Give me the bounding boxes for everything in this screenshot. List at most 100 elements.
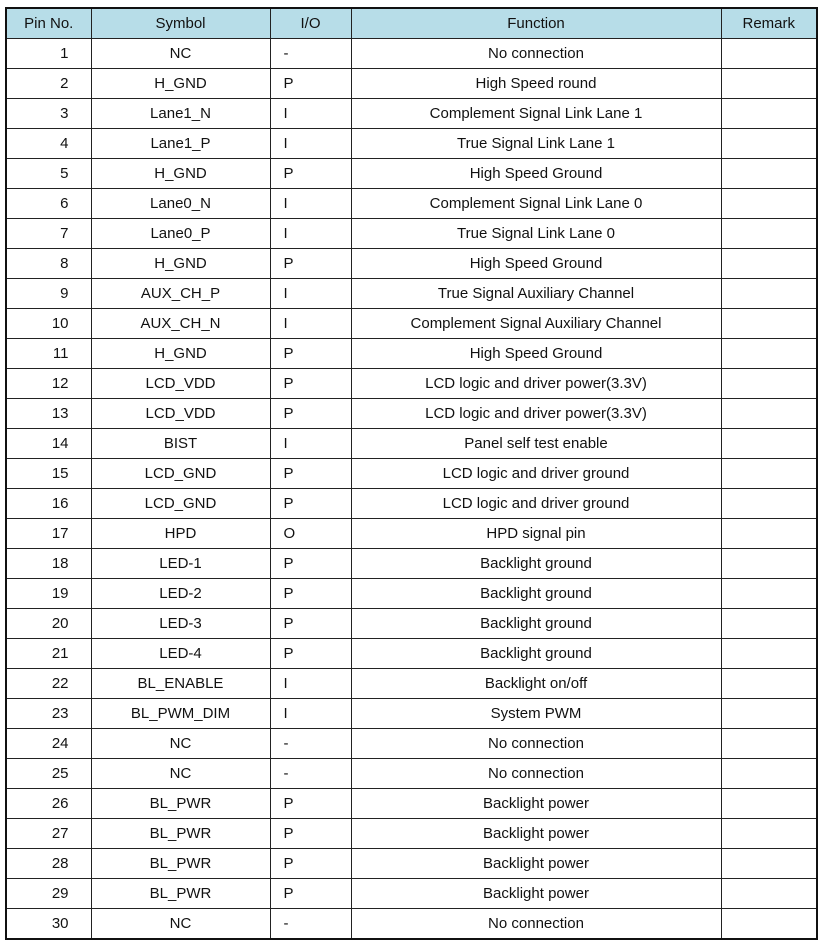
function-cell: HPD signal pin	[350, 518, 722, 549]
symbol-cell: LCD_VDD	[90, 368, 271, 399]
remark-cell	[720, 38, 818, 69]
pin-number-cell: 1	[5, 38, 92, 69]
remark-cell	[720, 188, 818, 219]
table-row: 17 HPD O HPD signal pin	[5, 518, 818, 549]
symbol-cell: BL_PWM_DIM	[90, 698, 271, 729]
function-cell: Backlight power	[350, 788, 722, 819]
remark-cell	[720, 458, 818, 489]
io-cell: P	[269, 878, 352, 909]
io-cell: -	[269, 728, 352, 759]
remark-cell	[720, 68, 818, 99]
io-cell: I	[269, 188, 352, 219]
symbol-cell: Lane0_N	[90, 188, 271, 219]
symbol-cell: BIST	[90, 428, 271, 459]
remark-cell	[720, 908, 818, 940]
header-io: I/O	[269, 7, 352, 39]
io-cell: I	[269, 98, 352, 129]
symbol-cell: AUX_CH_P	[90, 278, 271, 309]
symbol-cell: HPD	[90, 518, 271, 549]
remark-cell	[720, 488, 818, 519]
table-row: 14 BIST I Panel self test enable	[5, 428, 818, 459]
pin-number-cell: 7	[5, 218, 92, 249]
io-cell: -	[269, 908, 352, 940]
function-cell: Backlight ground	[350, 638, 722, 669]
remark-cell	[720, 668, 818, 699]
pin-number-cell: 30	[5, 908, 92, 940]
function-cell: Backlight on/off	[350, 668, 722, 699]
function-cell: Backlight power	[350, 818, 722, 849]
symbol-cell: H_GND	[90, 68, 271, 99]
function-cell: High Speed Ground	[350, 158, 722, 189]
table-row: 20 LED-3 P Backlight ground	[5, 608, 818, 639]
function-cell: LCD logic and driver ground	[350, 458, 722, 489]
remark-cell	[720, 818, 818, 849]
header-symbol: Symbol	[90, 7, 271, 39]
pin-number-cell: 12	[5, 368, 92, 399]
remark-cell	[720, 848, 818, 879]
table-row: 19 LED-2 P Backlight ground	[5, 578, 818, 609]
table-row: 6 Lane0_N I Complement Signal Link Lane 0	[5, 188, 818, 219]
function-cell: True Signal Auxiliary Channel	[350, 278, 722, 309]
io-cell: O	[269, 518, 352, 549]
table-row: 27 BL_PWR P Backlight power	[5, 818, 818, 849]
function-cell: Backlight power	[350, 878, 722, 909]
io-cell: -	[269, 758, 352, 789]
table-row: 2 H_GND P High Speed round	[5, 68, 818, 99]
symbol-cell: LED-1	[90, 548, 271, 579]
function-cell: Complement Signal Auxiliary Channel	[350, 308, 722, 339]
io-cell: P	[269, 608, 352, 639]
io-cell: I	[269, 278, 352, 309]
io-cell: P	[269, 368, 352, 399]
pin-number-cell: 6	[5, 188, 92, 219]
remark-cell	[720, 218, 818, 249]
symbol-cell: LCD_GND	[90, 458, 271, 489]
symbol-cell: NC	[90, 908, 271, 940]
table-row: 10 AUX_CH_N I Complement Signal Auxiliary C…	[5, 308, 818, 339]
table-row: 30 NC - No connection	[5, 908, 818, 940]
symbol-cell: H_GND	[90, 248, 271, 279]
symbol-cell: LED-3	[90, 608, 271, 639]
table-row: 28 BL_PWR P Backlight power	[5, 848, 818, 879]
table-row: 5 H_GND P High Speed Ground	[5, 158, 818, 189]
pin-number-cell: 8	[5, 248, 92, 279]
remark-cell	[720, 428, 818, 459]
pin-number-cell: 13	[5, 398, 92, 429]
function-cell: Complement Signal Link Lane 1	[350, 98, 722, 129]
function-cell: LCD logic and driver power(3.3V)	[350, 398, 722, 429]
remark-cell	[720, 278, 818, 309]
function-cell: True Signal Link Lane 0	[350, 218, 722, 249]
symbol-cell: BL_PWR	[90, 848, 271, 879]
table-header-row: Pin No. Symbol I/O Function Remark	[5, 7, 818, 39]
pin-number-cell: 25	[5, 758, 92, 789]
symbol-cell: BL_PWR	[90, 878, 271, 909]
function-cell: Backlight ground	[350, 548, 722, 579]
remark-cell	[720, 548, 818, 579]
remark-cell	[720, 608, 818, 639]
pin-number-cell: 18	[5, 548, 92, 579]
function-cell: Backlight ground	[350, 608, 722, 639]
table-row: 26 BL_PWR P Backlight power	[5, 788, 818, 819]
symbol-cell: Lane1_N	[90, 98, 271, 129]
io-cell: P	[269, 488, 352, 519]
header-pin-no: Pin No.	[5, 7, 92, 39]
table-row: 21 LED-4 P Backlight ground	[5, 638, 818, 669]
function-cell: LCD logic and driver ground	[350, 488, 722, 519]
pin-number-cell: 2	[5, 68, 92, 99]
function-cell: High Speed Ground	[350, 248, 722, 279]
pin-number-cell: 15	[5, 458, 92, 489]
pin-number-cell: 14	[5, 428, 92, 459]
io-cell: P	[269, 398, 352, 429]
table-row: 18 LED-1 P Backlight ground	[5, 548, 818, 579]
function-cell: Complement Signal Link Lane 0	[350, 188, 722, 219]
table-row: 7 Lane0_P I True Signal Link Lane 0	[5, 218, 818, 249]
pin-assignment-table: Pin No. Symbol I/O Function Remark 1 NC - N…	[5, 7, 818, 940]
pin-number-cell: 29	[5, 878, 92, 909]
table-row: 11 H_GND P High Speed Ground	[5, 338, 818, 369]
header-remark: Remark	[720, 7, 818, 39]
io-cell: P	[269, 818, 352, 849]
symbol-cell: Lane0_P	[90, 218, 271, 249]
remark-cell	[720, 128, 818, 159]
io-cell: P	[269, 638, 352, 669]
pin-number-cell: 17	[5, 518, 92, 549]
table-row: 4 Lane1_P I True Signal Link Lane 1	[5, 128, 818, 159]
